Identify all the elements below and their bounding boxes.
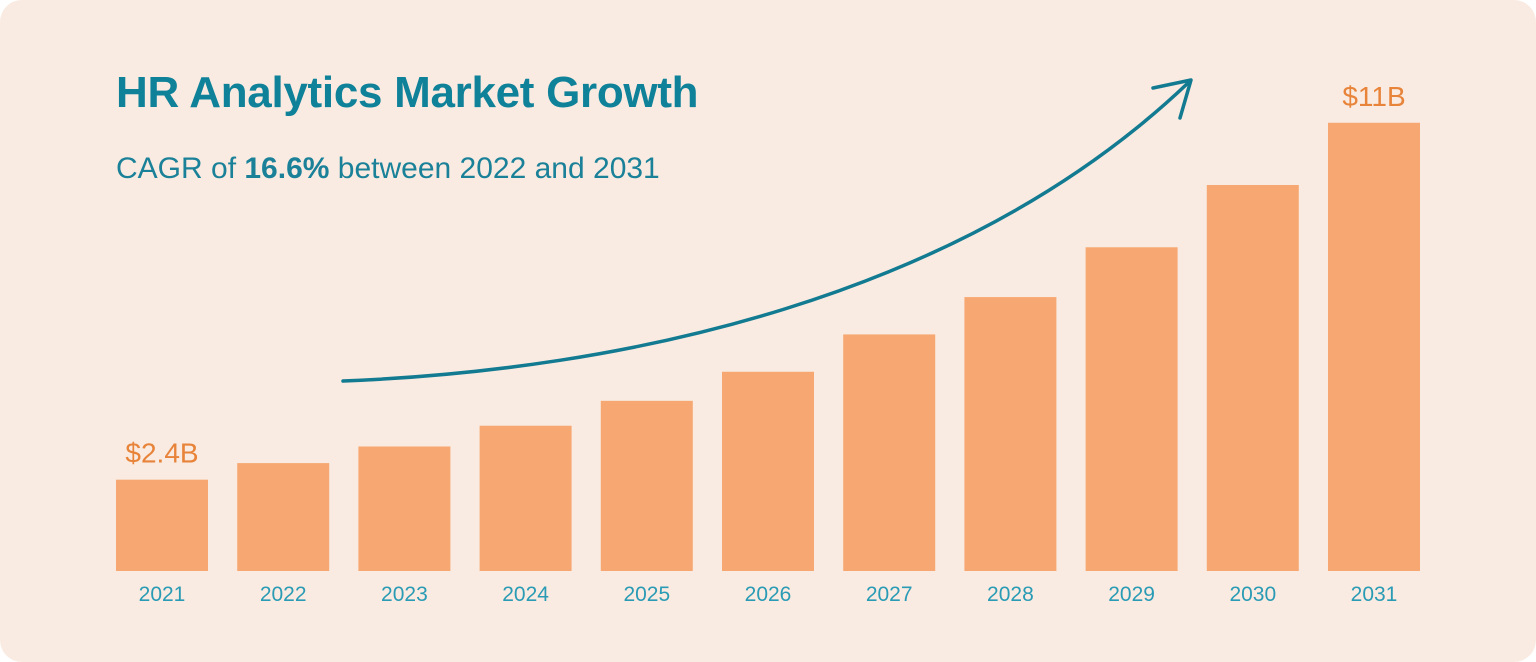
chart-subtitle: CAGR of 16.6% between 2022 and 2031: [116, 152, 660, 186]
x-tick-label: 2029: [1108, 583, 1155, 606]
trend-arrow-line: [341, 81, 1190, 383]
x-tick-label: 2026: [745, 583, 792, 606]
x-tick-label: 2030: [1229, 583, 1276, 606]
arrowhead-icon: [1151, 78, 1193, 120]
bar-2021: [116, 479, 208, 571]
bar-2029: [1085, 247, 1178, 571]
bar-2023: [358, 446, 451, 571]
x-tick-label: 2021: [139, 583, 186, 606]
subtitle-suffix: between 2022 and 2031: [329, 152, 660, 185]
chart-title: HR Analytics Market Growth: [116, 68, 699, 117]
subtitle-prefix: CAGR of: [116, 152, 245, 185]
x-tick-label: 2023: [381, 583, 428, 606]
x-tick-label: 2022: [260, 583, 307, 606]
data-label: $2.4B: [125, 438, 198, 469]
x-tick-label: 2027: [866, 583, 913, 606]
bar-2030: [1206, 185, 1299, 571]
bar-2026: [722, 371, 814, 571]
bar-2024: [479, 425, 572, 571]
bar-2028: [964, 297, 1057, 571]
bar-2025: [600, 400, 693, 571]
data-label: $11B: [1342, 81, 1405, 112]
bar-2027: [843, 334, 936, 571]
x-tick-label: 2031: [1351, 583, 1398, 606]
x-tick-label: 2024: [502, 583, 549, 606]
x-tick-label: 2025: [623, 583, 670, 606]
x-tick-label: 2028: [987, 583, 1034, 606]
bar-2022: [237, 463, 330, 571]
subtitle-highlight: 16.6%: [244, 152, 330, 185]
bar-2031: [1328, 122, 1420, 572]
